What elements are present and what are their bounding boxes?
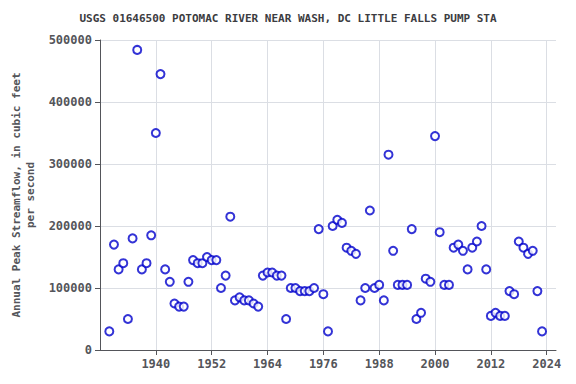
svg-text:300000: 300000 <box>49 157 92 171</box>
svg-text:1952: 1952 <box>197 357 226 371</box>
svg-text:100000: 100000 <box>49 281 92 295</box>
svg-text:200000: 200000 <box>49 219 92 233</box>
svg-text:500000: 500000 <box>49 33 92 47</box>
svg-text:2024: 2024 <box>532 357 561 371</box>
svg-text:2012: 2012 <box>476 357 505 371</box>
svg-text:1988: 1988 <box>365 357 394 371</box>
svg-text:Annual Peak Streamflow, in cub: Annual Peak Streamflow, in cubic feet <box>10 72 23 317</box>
svg-text:per second: per second <box>24 162 37 228</box>
svg-text:USGS 01646500 POTOMAC RIVER NE: USGS 01646500 POTOMAC RIVER NEAR WASH, D… <box>79 12 497 25</box>
svg-text:2000: 2000 <box>421 357 450 371</box>
svg-text:1976: 1976 <box>309 357 338 371</box>
svg-text:1964: 1964 <box>253 357 282 371</box>
svg-text:0: 0 <box>85 343 92 357</box>
svg-text:400000: 400000 <box>49 95 92 109</box>
svg-text:1940: 1940 <box>141 357 170 371</box>
